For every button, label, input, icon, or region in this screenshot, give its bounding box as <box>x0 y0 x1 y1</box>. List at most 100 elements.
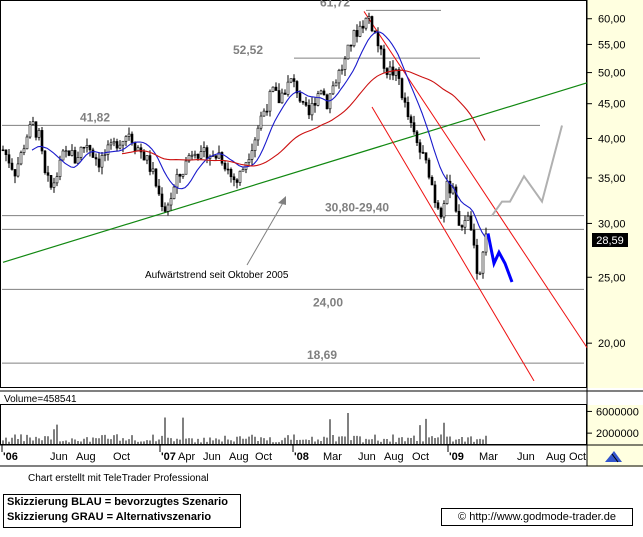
candle-body <box>37 130 41 138</box>
candle-body <box>64 150 68 153</box>
candle-body <box>265 110 269 113</box>
candle-body <box>43 150 47 173</box>
candle-body <box>109 142 113 146</box>
candle-body <box>442 203 446 218</box>
price-tick-label: 30,00 <box>598 218 626 230</box>
candle-body <box>481 251 485 274</box>
candle-body <box>427 159 431 178</box>
annotation-arrow-icon <box>278 196 286 205</box>
scenario-gray-path <box>491 125 563 217</box>
candle-body <box>85 145 89 148</box>
candle-body <box>154 168 158 187</box>
price-tick-label: 25,00 <box>598 272 626 284</box>
candle-body <box>148 155 152 172</box>
price-tick-label: 55,00 <box>598 39 626 51</box>
candle-body <box>301 100 305 103</box>
price-tick-label: 45,00 <box>598 99 626 111</box>
current-price-text: 28,59 <box>596 235 624 247</box>
candle-body <box>469 215 473 231</box>
price-axis-ticks: 60,00 55,00 50,00 45,00 40,00 35,00 30,00 25,00… <box>587 14 626 350</box>
candle-body <box>199 151 203 159</box>
candle-body <box>88 145 92 151</box>
candle-body <box>31 121 35 125</box>
candle-body <box>409 116 413 123</box>
candle-body <box>268 90 272 112</box>
candle-body <box>274 86 278 91</box>
candle-body <box>373 30 377 33</box>
candle-body <box>202 147 206 152</box>
source-url[interactable]: © http://www.godmode-trader.de <box>441 508 633 526</box>
candle-body <box>310 103 314 116</box>
copyright-icon: © <box>458 511 467 523</box>
candle-body <box>97 158 101 168</box>
scenario-legend: Skizzierung BLAU = bevorzugtes Szenario … <box>3 494 241 528</box>
candle-body <box>304 102 308 106</box>
candle-body <box>484 233 488 253</box>
candle-body <box>163 206 167 212</box>
candle-body <box>193 153 197 156</box>
time-tick-label: Jun <box>50 451 68 463</box>
ma-long-line <box>121 69 486 167</box>
legend-blue-scenario: Skizzierung BLAU = bevorzugtes Szenario <box>7 496 228 508</box>
candle-body <box>142 151 146 161</box>
candle-body <box>58 159 62 177</box>
candle-body <box>340 69 344 71</box>
candle-body <box>169 198 173 206</box>
time-tick-label: Aug <box>229 451 249 463</box>
candle-body <box>295 81 299 94</box>
candle-body <box>10 162 14 170</box>
candle-body <box>130 133 134 143</box>
price-level-label: 18,69 <box>307 348 337 362</box>
candle-body <box>247 159 251 163</box>
price-level-label: 61,72 <box>320 0 350 9</box>
candle-body <box>337 70 341 84</box>
time-tick-label: '08 <box>294 451 309 463</box>
candle-body <box>241 169 245 172</box>
candle-body <box>349 44 353 47</box>
candle-body <box>181 173 185 177</box>
candle-body <box>178 173 182 177</box>
chart-tool-icon[interactable] <box>605 451 622 463</box>
ma-short-line <box>31 31 486 238</box>
candle-body <box>370 16 374 32</box>
candle-body <box>418 142 422 153</box>
candle-body <box>79 146 83 158</box>
candle-body <box>190 154 194 157</box>
candle-body <box>454 186 458 212</box>
moving-average-lines <box>31 31 486 238</box>
candle-body <box>460 225 464 228</box>
volume-bars <box>2 412 487 444</box>
source-url-text[interactable]: http://www.godmode-trader.de <box>469 511 616 523</box>
candle-body <box>226 168 230 171</box>
candle-body <box>127 133 131 137</box>
candle-body <box>466 215 470 221</box>
candle-body <box>478 272 482 275</box>
candle-body <box>415 131 419 143</box>
time-tick-label: '06 <box>3 451 18 463</box>
volume-tick-label: 2000000 <box>596 428 639 440</box>
candle-body <box>334 82 338 87</box>
channel-upper-line <box>363 11 588 348</box>
price-level-label: 41,82 <box>80 110 110 124</box>
chart-credit: Chart erstellt mit TeleTrader Profession… <box>28 473 209 484</box>
candle-body <box>232 176 236 181</box>
candle-body <box>13 169 17 177</box>
candle-body <box>433 184 437 204</box>
candle-body <box>430 176 434 186</box>
candle-body <box>25 136 29 150</box>
candle-body <box>220 152 224 164</box>
candle-body <box>253 139 257 151</box>
candle-body <box>283 92 287 95</box>
price-axis-background <box>587 0 643 388</box>
candle-body <box>139 147 143 153</box>
candle-body <box>259 115 263 129</box>
time-tick-label: Mar <box>479 451 498 463</box>
candle-body <box>424 152 428 161</box>
candle-body <box>214 155 218 159</box>
annotation-text: Aufwärtstrend seit Oktober 2005 <box>145 270 289 281</box>
candle-body <box>313 103 317 106</box>
candle-body <box>298 92 302 102</box>
candle-body <box>307 104 311 116</box>
candle-body <box>376 31 380 47</box>
volume-label: Volume=458541 <box>4 394 77 405</box>
